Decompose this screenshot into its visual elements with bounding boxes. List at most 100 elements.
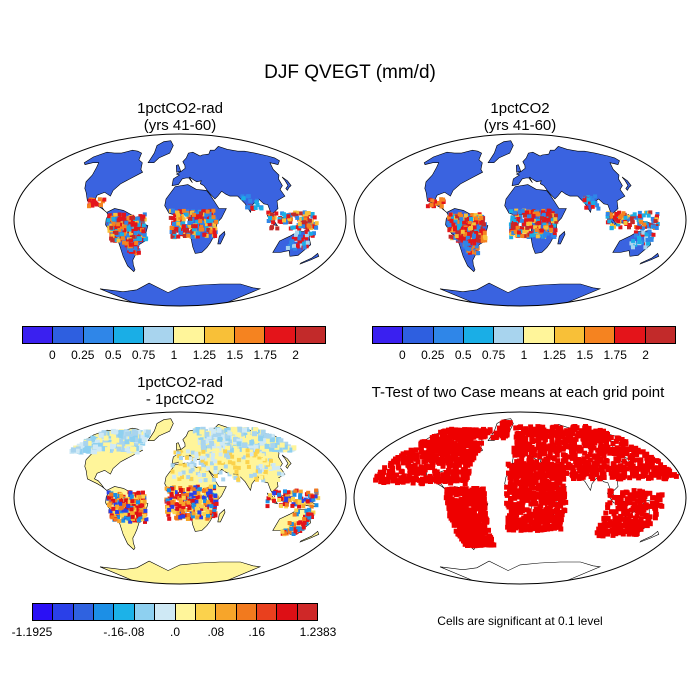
colorbar-tick-label: 0 — [49, 348, 56, 362]
colorbar-swatch — [204, 327, 236, 343]
colorbar-tick-label: 0.25 — [71, 348, 95, 362]
land-madagascar — [557, 230, 566, 245]
colorbar-swatch — [144, 327, 175, 343]
land-antarctica — [99, 282, 262, 306]
colorbar-top-left — [22, 326, 326, 344]
map-frame — [13, 411, 347, 585]
colorbar-tick-label: 0.5 — [104, 348, 122, 362]
colorbar-swatch — [265, 327, 296, 343]
colorbar-tick-label: 2 — [292, 348, 299, 362]
colorbar-tick-label: 0.75 — [481, 348, 506, 362]
land-uk — [515, 164, 522, 173]
colorbar-top-right — [372, 326, 676, 344]
land-greenland — [147, 418, 174, 441]
land-uk — [175, 442, 182, 451]
colorbar-tick-label: 1.25 — [192, 348, 217, 362]
colorbar-top-left-labels: 0 0.25 0.5 0.75 1 1.25 1.5 1.75 2 — [22, 348, 326, 364]
colorbar-swatch — [195, 604, 217, 620]
colorbar-tick-label: 0.25 — [421, 348, 445, 362]
colorbar-tick-label: 1 — [170, 348, 178, 362]
land-eurasia — [511, 146, 626, 220]
map-field-overlay — [373, 419, 679, 549]
colorbar-tick-label: .08 — [207, 625, 225, 639]
map-field-overlay — [69, 426, 321, 537]
colorbar-tick-label: 1.5 — [226, 348, 244, 362]
land-nz — [299, 530, 320, 543]
land-antarctica — [439, 560, 602, 584]
colorbar-swatch — [53, 604, 74, 620]
colorbar-tick-label: -.08 — [123, 625, 145, 639]
colorbar-tick-label: 1.75 — [603, 348, 627, 362]
colorbar-swatch — [236, 604, 257, 620]
colorbar-tick-label: 1.2383 — [299, 625, 337, 639]
colorbar-top-right-labels: 0 0.25 0.5 0.75 1 1.25 1.5 1.75 2 — [372, 348, 676, 364]
colorbar-swatch — [114, 604, 135, 620]
panel-title-top-left-line1: 1pctCO2-rad — [137, 100, 223, 117]
colorbar-swatch — [554, 327, 586, 343]
colorbar-tick-label: 0.75 — [131, 348, 156, 362]
map-frame — [353, 411, 687, 585]
panel-title-top-right: 1pctCO2 (yrs 41-60) — [370, 100, 670, 134]
land-japan — [281, 176, 292, 191]
colorbar-swatch — [23, 327, 54, 343]
significance-note: Cells are significant at 0.1 level — [437, 614, 603, 628]
map-frame — [13, 133, 347, 307]
panel-title-bottom-right: T-Test of two Case means at each grid po… — [348, 384, 688, 401]
colorbar-tick-label: -1.1925 — [11, 625, 53, 639]
colorbar-tick-label: 1.5 — [576, 348, 594, 362]
colorbar-tick-label: .0 — [169, 625, 181, 639]
land-madagascar — [217, 230, 226, 245]
panel-title-top-left-line2: (yrs 41-60) — [143, 117, 217, 134]
colorbar-swatch — [403, 327, 434, 343]
colorbar-swatch — [277, 604, 298, 620]
land-uk — [175, 164, 182, 173]
land-madagascar — [217, 508, 226, 523]
colorbar-swatch — [94, 604, 115, 620]
colorbar-swatch — [463, 327, 495, 343]
colorbar-swatch — [216, 604, 237, 620]
land-eurasia — [171, 146, 286, 220]
colorbar-tick-label: 1 — [520, 348, 528, 362]
colorbar-tick-label: 0.5 — [454, 348, 472, 362]
map-bottom-right — [353, 411, 687, 585]
land-antarctica — [439, 282, 602, 306]
colorbar-swatch — [256, 604, 278, 620]
colorbar-swatch — [53, 327, 84, 343]
colorbar-tick-label: -.16 — [103, 625, 125, 639]
panel-title-bottom-right-line1: T-Test of two Case means at each grid po… — [371, 384, 665, 401]
panel-title-top-left: 1pctCO2-rad (yrs 41-60) — [30, 100, 330, 134]
colorbar-bottom-left — [32, 603, 318, 621]
land-nz — [639, 252, 660, 265]
land-antarctica — [99, 560, 262, 584]
colorbar-swatch — [585, 327, 616, 343]
map-frame — [353, 133, 687, 307]
colorbar-swatch — [155, 604, 176, 620]
colorbar-swatch — [113, 327, 145, 343]
panel-title-bottom-left-line1: 1pctCO2-rad — [137, 374, 223, 391]
colorbar-swatch — [645, 327, 675, 343]
map-field-overlay — [425, 194, 660, 256]
map-top-left — [13, 133, 347, 307]
colorbar-tick-label: 0 — [399, 348, 406, 362]
colorbar-tick-label: .16 — [248, 625, 266, 639]
land-japan — [281, 454, 292, 469]
colorbar-swatch — [524, 327, 555, 343]
panel-title-bottom-left-line2: - 1pctCO2 — [145, 391, 215, 408]
panel-title-top-right-line1: 1pctCO2 — [490, 100, 550, 117]
colorbar-swatch — [433, 327, 464, 343]
colorbar-swatch — [175, 604, 196, 620]
land-nz — [299, 252, 320, 265]
land-greenland — [487, 140, 514, 163]
colorbar-swatch — [33, 604, 54, 620]
land-nz — [639, 530, 660, 543]
map-bottom-left — [13, 411, 347, 585]
main-title: DJF QVEGT (mm/d) — [264, 62, 436, 83]
map-top-right — [353, 133, 687, 307]
colorbar-tick-label: 2 — [642, 348, 649, 362]
colorbar-swatch — [174, 327, 205, 343]
colorbar-swatch — [297, 604, 318, 620]
colorbar-swatch — [494, 327, 525, 343]
panel-title-bottom-left: 1pctCO2-rad - 1pctCO2 — [30, 374, 330, 408]
colorbar-bottom-left-labels: -1.1925 -.16 -.08 .0 .08 .16 1.2383 — [12, 625, 337, 641]
colorbar-swatch — [373, 327, 404, 343]
